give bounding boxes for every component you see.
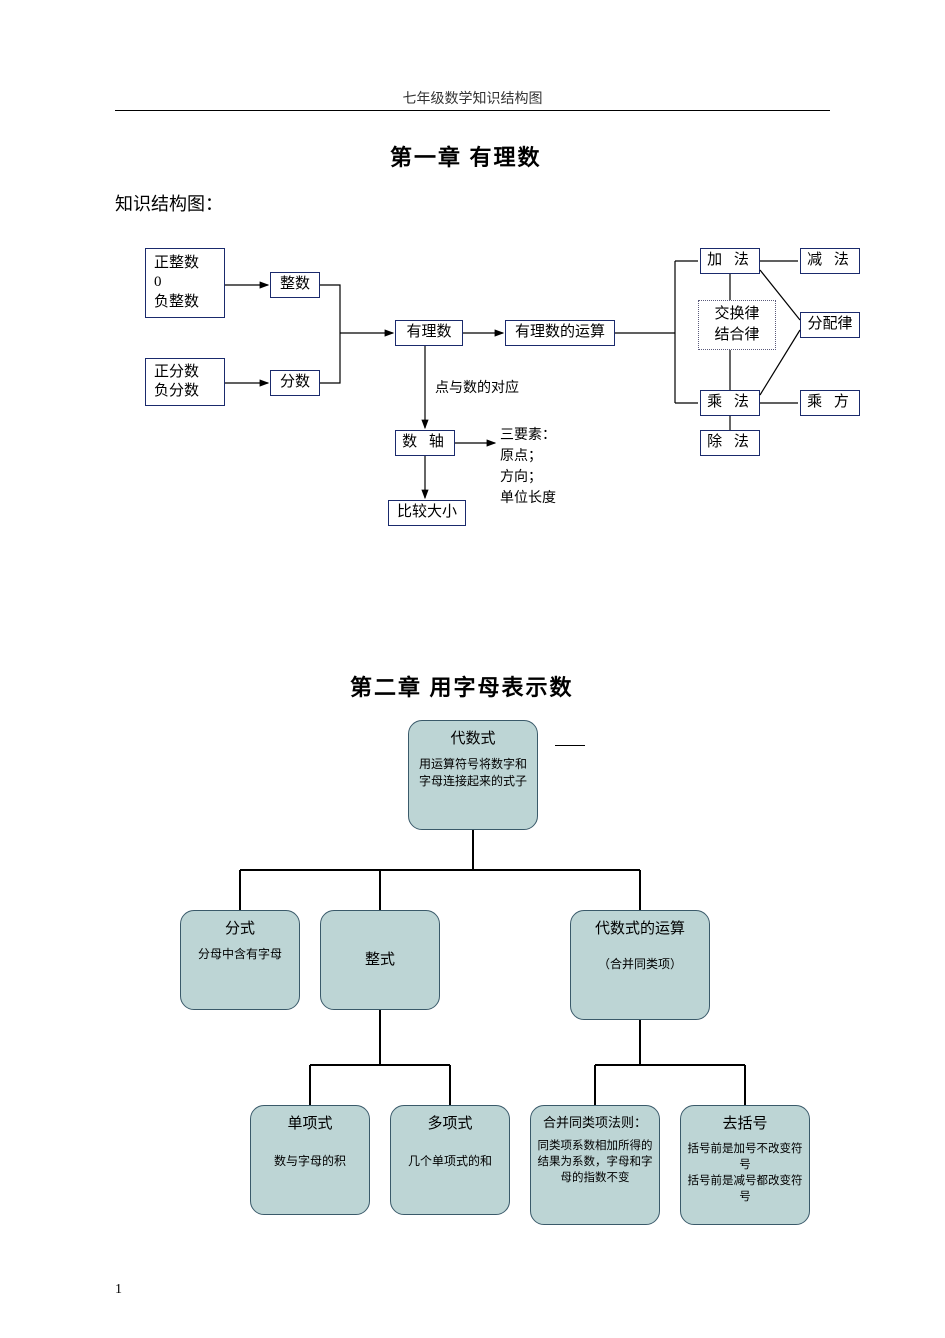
node-paren-t: 去括号 [722, 1114, 767, 1135]
box-rat-op: 有理数的运算 [505, 320, 615, 346]
node-poly: 多项式 几个单项式的和 [390, 1105, 510, 1215]
node-paren-d: 括号前是加号不改变符号 括号前是减号都改变符号 [687, 1141, 803, 1205]
node-alg-t: 代数式 [450, 729, 495, 750]
node-algop-d: （合并同类项） [598, 956, 682, 973]
page-number: 1 [115, 1282, 122, 1298]
box-mul: 乘 法 [700, 390, 760, 416]
node-mono-t: 单项式 [287, 1114, 332, 1135]
node-algop-t: 代数式的运算 [595, 919, 685, 940]
node-merge-d: 同类项系数相加所得的结果为系数，字母和字母的指数不变 [537, 1138, 653, 1186]
node-merge: 合并同类项法则： 同类项系数相加所得的结果为系数，字母和字母的指数不变 [530, 1105, 660, 1225]
node-frac-t: 分式 [225, 919, 255, 940]
box-pos-int-text: 正整数0负整数 [154, 254, 199, 313]
box-pos-int: 正整数0负整数 [145, 248, 225, 318]
node-alg-d: 用运算符号将数字和字母连接起来的式子 [415, 756, 531, 790]
label-point-num: 点与数的对应 [435, 378, 519, 399]
box-add: 加 法 [700, 248, 760, 274]
box-rational: 有理数 [395, 320, 463, 346]
box-axis: 数 轴 [395, 430, 455, 456]
node-paren: 去括号 括号前是加号不改变符号 括号前是减号都改变符号 [680, 1105, 810, 1225]
chapter2-title: 第二章 用字母表示数 [350, 670, 574, 702]
laws-l2: 结合律 [714, 325, 759, 346]
node-poly-d: 几个单项式的和 [408, 1153, 492, 1170]
box-dist: 分配律 [800, 312, 860, 338]
page-header: 七年级数学知识结构图 [115, 88, 830, 111]
node-polyint-t: 整式 [365, 950, 395, 971]
laws-l1: 交换律 [714, 304, 759, 325]
node-mono: 单项式 数与字母的积 [250, 1105, 370, 1215]
box-pow: 乘 方 [800, 390, 860, 416]
node-frac: 分式 分母中含有字母 [180, 910, 300, 1010]
label-three-elem: 三要素： 原点； 方向； 单位长度 [500, 425, 556, 509]
chapter1-title: 第一章 有理数 [390, 140, 542, 172]
box-int: 整数 [270, 272, 320, 298]
box-laws: 交换律 结合律 [698, 300, 776, 350]
node-poly-t: 多项式 [427, 1114, 472, 1135]
box-div: 除 法 [700, 430, 760, 456]
node-mono-d: 数与字母的积 [274, 1153, 346, 1170]
box-sub: 减 法 [800, 248, 860, 274]
node-polyint: 整式 [320, 910, 440, 1010]
box-compare: 比较大小 [388, 500, 466, 526]
box-frac-pn-text: 正分数负分数 [154, 363, 199, 402]
node-frac-d: 分母中含有字母 [198, 946, 282, 963]
box-frac-pn: 正分数负分数 [145, 358, 225, 406]
node-merge-t: 合并同类项法则： [543, 1114, 647, 1132]
node-alg: 代数式 用运算符号将数字和字母连接起来的式子 [408, 720, 538, 830]
dash-decor [555, 745, 585, 746]
node-algop: 代数式的运算 （合并同类项） [570, 910, 710, 1020]
box-frac: 分数 [270, 370, 320, 396]
chapter1-subtitle: 知识结构图： [115, 190, 223, 216]
